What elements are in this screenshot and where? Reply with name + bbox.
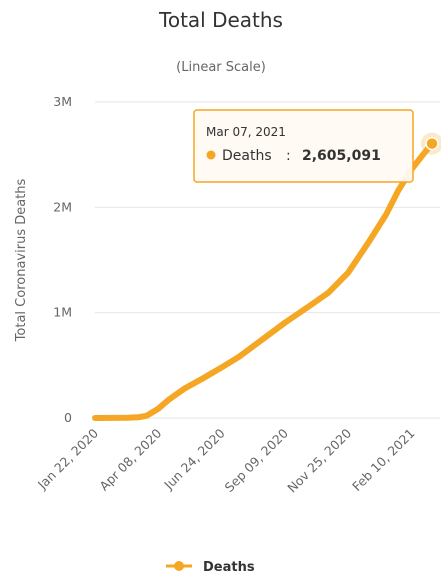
tooltip-value: 2,605,091: [302, 148, 381, 164]
x-tick-label: Sep 09, 2020: [222, 425, 291, 494]
data-point-marker[interactable]: [425, 136, 439, 151]
x-tick-label: Feb 10, 2021: [349, 426, 417, 494]
x-tick-label: Nov 25, 2020: [284, 425, 354, 495]
tooltip-box: [193, 109, 414, 183]
series-line-deaths: [92, 140, 435, 421]
chart-subtitle: (Linear Scale): [176, 60, 266, 75]
legend-marker: [174, 561, 184, 571]
tooltip-series-dot: [206, 150, 216, 160]
tooltip-colon: :: [286, 148, 291, 164]
x-tick-label: Jun 24, 2020: [160, 425, 227, 492]
y-axis-label: Total Coronavirus Deaths: [14, 178, 29, 342]
legend-item-deaths: Deaths: [203, 560, 255, 575]
y-tick-label: 0: [64, 410, 72, 425]
x-tick-label: Apr 08, 2020: [96, 425, 164, 493]
chart-title: Total Deaths: [158, 8, 283, 32]
y-tick-label: 1M: [53, 305, 72, 320]
y-tick-label: 2M: [53, 199, 72, 214]
tooltip-date: Mar 07, 2021: [206, 125, 286, 139]
x-tick-label: Jan 22, 2020: [34, 425, 101, 492]
y-tick-label: 3M: [53, 94, 72, 109]
tooltip-series-name: Deaths: [222, 148, 272, 164]
